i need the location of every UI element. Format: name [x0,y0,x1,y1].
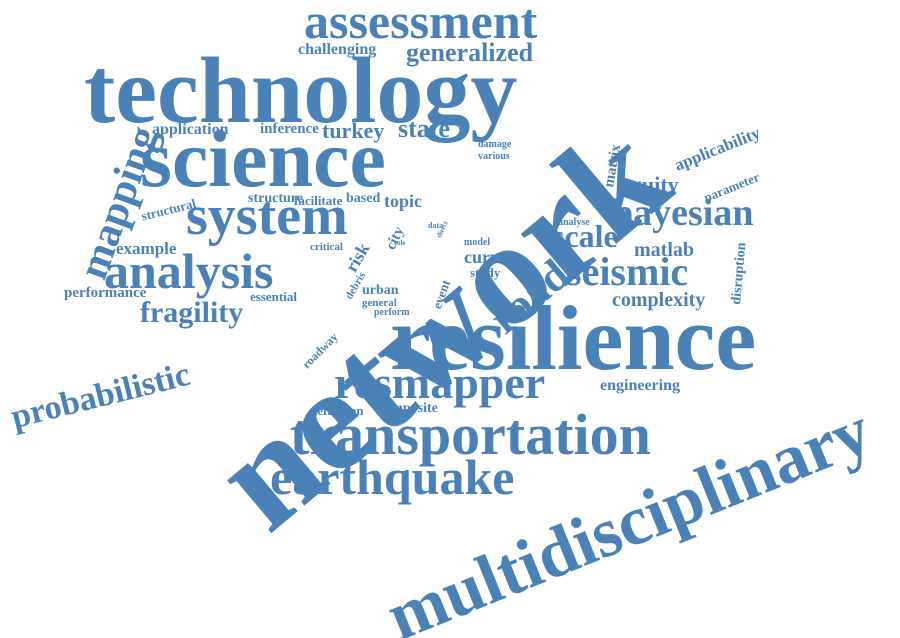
word-application: application [152,121,229,138]
word-probabilistic: probabilistic [7,355,194,436]
word-bayesian: bayesian [612,192,754,234]
word-matlab: matlab [634,239,694,261]
word-analysis: analysis [104,243,274,299]
word-based: based [346,191,381,206]
word-facilitate: facilitate [294,193,343,208]
word-critical: critical [310,241,343,253]
word-role: role [394,239,406,247]
word-definition: definition [310,403,364,418]
word-assessment: assessment [304,0,538,49]
word-seismic: seismic [566,249,689,294]
word-resmapper: resmapper [334,357,546,408]
word-fragility: fragility [140,296,244,329]
word-challenging: challenging [298,41,377,58]
word-study: study [470,265,501,280]
word-applicability: applicability [671,123,763,175]
word-scale: scale [552,218,618,254]
word-data: data [428,221,444,230]
word-system: system [186,185,348,247]
word-perform: perform [374,307,410,318]
word-generalized: generalized [406,38,534,67]
word-urban: urban [362,283,399,298]
word-inference: inference [260,121,319,137]
word-complexity: complexity [612,289,706,311]
word-composite: composite [378,401,438,416]
word-science: science [140,113,386,204]
word-transportation: transportation [290,402,651,467]
word-essential: essential [250,289,297,304]
word-example: example [116,239,177,258]
word-general: general [362,297,397,309]
word-turkey: turkey [322,118,385,143]
word-state: state [398,114,450,143]
word-damage: damage [478,139,512,150]
word-engineering: engineering [600,377,680,394]
word-structure: structure [248,191,303,206]
word-earthquake: earthquake [270,449,515,505]
word-model: model [464,237,491,248]
word-performance: performance [64,285,147,301]
word-analyse: analyse [558,217,590,228]
word-various: various [478,151,510,162]
word-technology: technology [84,39,518,143]
word-equity: equity [620,172,679,197]
word-curve: curve [464,247,507,267]
word-topic: topic [384,191,422,211]
word-resilience: resilience [390,287,757,389]
